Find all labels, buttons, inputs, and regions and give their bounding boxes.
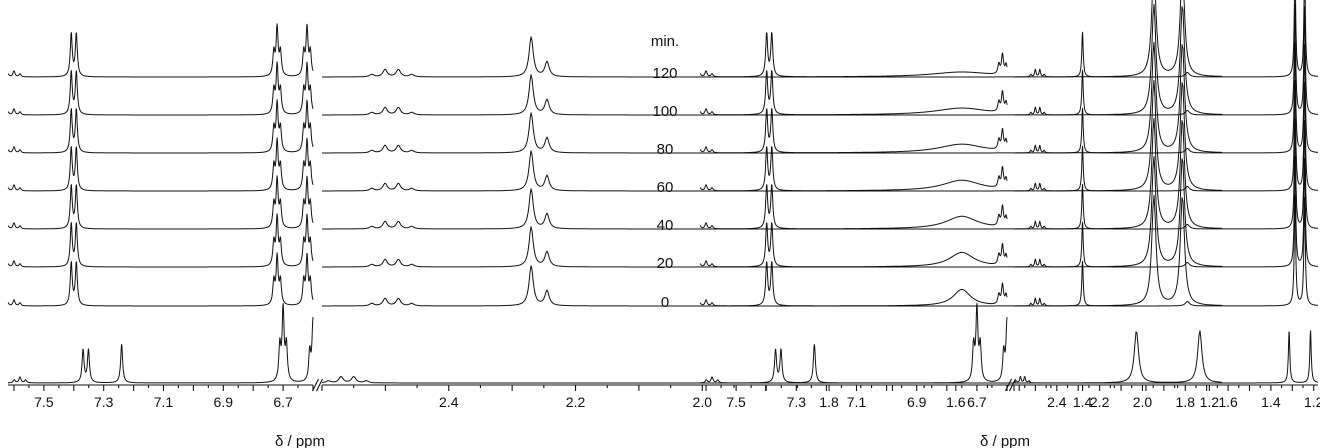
tick-label-7.1: 7.1: [847, 394, 867, 410]
trace-120-min-seg1: [699, 32, 1008, 78]
trace-0-min-seg2: [1013, 194, 1319, 307]
trace-80-min-seg1: [699, 108, 1008, 154]
axis-break-mark-2: [1009, 378, 1016, 392]
tick-label-7.1: 7.1: [154, 394, 174, 410]
axis-break-mark-2: [316, 378, 323, 392]
trace-20-min-seg2: [1013, 155, 1319, 268]
tick-label-6.7: 6.7: [967, 394, 987, 410]
right-x-axis-title: δ / ppm: [980, 433, 1030, 448]
tick-label-2.0: 2.0: [1133, 394, 1153, 410]
right-x-axis: 7.5 7.3 7.1 6.9 6.7 2.4 2.2 2.0 1.8 1.6 1.4 1.2: [700, 378, 1320, 410]
left-traces: [7, 0, 1223, 384]
time-label-120: 120: [652, 65, 677, 82]
right-traces: [699, 0, 1319, 384]
tick-label-7.3: 7.3: [787, 394, 807, 410]
tick-label-1.4: 1.4: [1261, 394, 1281, 410]
trace-100-min-seg1: [699, 70, 1008, 116]
tick-label-6.7: 6.7: [273, 394, 293, 410]
left-spectra-panel: 7.5 7.3 7.1 6.9 6.7 2.4 2.2 2.0 1.8 1.6 1.4 1.2 δ /…: [7, 0, 1223, 448]
tick-label-2.4: 2.4: [439, 394, 459, 410]
trace-40-min-seg1: [699, 184, 1008, 230]
trace-100-min-seg2: [1013, 3, 1319, 116]
tick-label-1.8: 1.8: [1176, 394, 1196, 410]
trace-20-min-seg1: [7, 213, 314, 268]
tick-label-1.6: 1.6: [1218, 394, 1238, 410]
trace-40-min-seg2: [1013, 117, 1319, 230]
trace-60-min-seg1: [699, 146, 1008, 192]
tick-label-2.0: 2.0: [693, 394, 713, 410]
trace-80-min-seg2: [322, 41, 1222, 154]
trace-100-min-seg2: [322, 3, 1222, 116]
tick-label-7.3: 7.3: [94, 394, 114, 410]
trace-40-min-seg2: [322, 117, 1222, 230]
trace-60-min-seg2: [1013, 79, 1319, 192]
tick-label-7.5: 7.5: [34, 394, 54, 410]
left-x-axis: 7.5 7.3 7.1 6.9 6.7 2.4 2.2 2.0 1.8 1.6 1.4 1.2: [8, 378, 1222, 410]
tick-label-2.2: 2.2: [1090, 394, 1110, 410]
trace-0-min-seg1: [699, 261, 1008, 307]
time-label-0: 0: [661, 294, 669, 311]
trace-100-min-seg1: [7, 61, 314, 116]
tick-label-2.4: 2.4: [1047, 394, 1067, 410]
left-x-axis-title: δ / ppm: [275, 433, 325, 448]
trace-40-min-seg1: [7, 175, 314, 230]
reference-trace-seg1: [699, 302, 1008, 384]
trace-80-min-seg1: [7, 99, 314, 154]
trace-0-min-seg1: [7, 252, 314, 307]
tick-label-1.8: 1.8: [819, 394, 839, 410]
trace-0-min-seg2: [322, 194, 1222, 307]
reference-trace-seg1: [7, 302, 314, 384]
trace-60-min-seg2: [322, 79, 1222, 192]
tick-label-2.2: 2.2: [566, 394, 586, 410]
reference-trace-seg2: [1013, 330, 1319, 384]
tick-label-6.9: 6.9: [214, 394, 234, 410]
tick-label-6.9: 6.9: [907, 394, 927, 410]
time-label-80: 80: [657, 141, 674, 158]
trace-80-min-seg2: [1013, 41, 1319, 154]
reference-trace-seg2: [321, 330, 1223, 384]
trace-20-min-seg1: [699, 222, 1008, 268]
trace-20-min-seg2: [322, 155, 1222, 268]
trace-120-min-seg2: [1013, 0, 1319, 78]
trace-60-min-seg1: [7, 137, 314, 192]
time-labels: min. 120 100 80 60 40 20 0: [651, 33, 679, 311]
time-label-header: min.: [651, 33, 679, 50]
tick-label-1.4: 1.4: [1073, 394, 1093, 410]
time-label-40: 40: [657, 217, 674, 234]
tick-label-1.2: 1.2: [1304, 394, 1320, 410]
tick-label-1.6: 1.6: [946, 394, 966, 410]
time-label-20: 20: [657, 255, 674, 272]
trace-120-min-seg1: [7, 23, 314, 78]
right-spectra-panel: 7.5 7.3 7.1 6.9 6.7 2.4 2.2 2.0 1.8 1.6 1.4 1.2 δ /…: [699, 0, 1320, 448]
time-label-60: 60: [657, 179, 674, 196]
tick-label-1.2: 1.2: [1200, 394, 1220, 410]
tick-label-7.5: 7.5: [726, 394, 746, 410]
time-label-100: 100: [652, 103, 677, 120]
